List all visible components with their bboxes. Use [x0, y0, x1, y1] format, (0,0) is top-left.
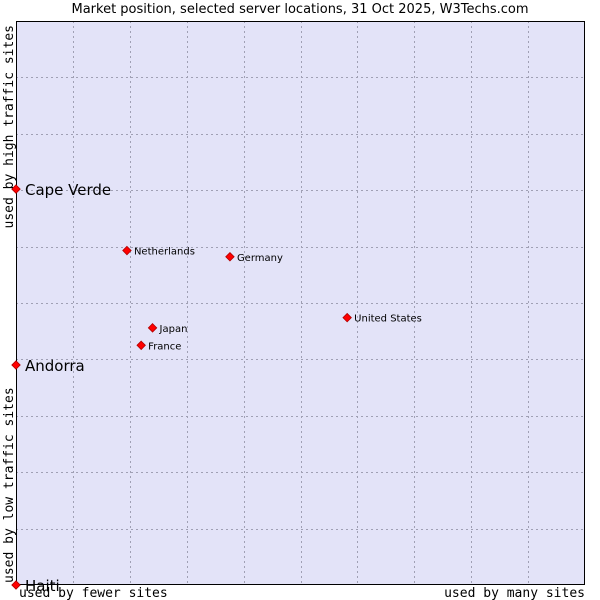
grid-lines — [16, 21, 585, 585]
y-axis-label-bottom: used by low traffic sites — [2, 387, 17, 583]
point-label-haiti: Haiti — [25, 577, 60, 595]
point-label-netherlands: Netherlands — [134, 247, 195, 258]
data-points: Cape Verde Netherlands Germany United State… — [11, 181, 422, 595]
point-label-germany: Germany — [237, 253, 283, 264]
chart-title: Market position, selected server locatio… — [71, 2, 529, 17]
x-axis-label-left: used by fewer sites — [19, 586, 168, 600]
y-axis-label-top: used by high traffic sites — [2, 25, 17, 229]
point-label-japan: Japan — [159, 324, 188, 335]
point-label-andorra: Andorra — [25, 357, 85, 375]
point-marker-andorra — [11, 360, 21, 370]
point-marker-united-states — [342, 312, 352, 323]
point-marker-netherlands — [122, 245, 132, 256]
point-marker-japan — [147, 323, 158, 333]
x-axis-label-right: used by many sites — [444, 586, 585, 600]
point-marker-germany — [225, 251, 235, 262]
point-label-cape-verde: Cape Verde — [25, 181, 111, 199]
plot-border — [16, 21, 585, 585]
point-label-france: France — [148, 341, 181, 352]
plot-area — [16, 21, 585, 585]
point-marker-france — [136, 340, 146, 351]
point-marker-cape-verde — [11, 184, 21, 194]
point-label-united-states: United States — [354, 314, 422, 325]
point-marker-haiti — [11, 580, 21, 590]
